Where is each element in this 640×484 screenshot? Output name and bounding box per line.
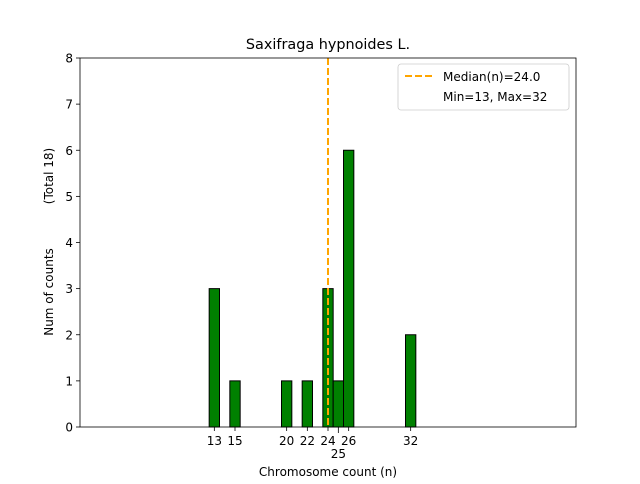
x-tick-label: 22: [300, 434, 315, 448]
x-tick-label: 25: [331, 447, 346, 461]
y-tick-label: 6: [65, 144, 73, 158]
x-tick-label: 20: [279, 434, 294, 448]
bar-25: [332, 380, 344, 428]
bar-26: [343, 149, 355, 428]
legend: Median(n)=24.0 Min=13, Max=32: [397, 63, 570, 111]
y-tick-label: 4: [65, 236, 73, 250]
y-axis-label: Num of counts: [42, 248, 56, 336]
bar-32: [405, 334, 417, 428]
y-tick-label: 0: [65, 421, 73, 435]
y-tick-label: 3: [65, 282, 73, 296]
bar-22: [301, 380, 313, 428]
legend-frame: [397, 63, 570, 111]
x-tick-label: 32: [403, 434, 418, 448]
y-tick-label: 1: [65, 374, 73, 388]
y-tick-label: 2: [65, 328, 73, 342]
legend-entry-median: Median(n)=24.0: [443, 70, 540, 84]
bar-13: [208, 288, 221, 428]
legend-entry-minmax: Min=13, Max=32: [443, 90, 547, 104]
y-axis-label-total: (Total 18): [42, 148, 56, 204]
x-tick-label: 26: [341, 434, 356, 448]
y-tick-label: 5: [65, 190, 73, 204]
y-tick-label: 7: [65, 98, 73, 112]
bar-15: [229, 380, 241, 428]
bar-20: [281, 380, 293, 428]
chart-title: Saxifraga hypnoides L.: [246, 37, 410, 53]
x-tick-label: 24: [320, 434, 335, 448]
x-tick-label: 13: [207, 434, 222, 448]
y-tick-label: 8: [65, 52, 73, 66]
x-axis-label: Chromosome count (n): [259, 465, 397, 479]
x-tick-label: 15: [227, 434, 242, 448]
